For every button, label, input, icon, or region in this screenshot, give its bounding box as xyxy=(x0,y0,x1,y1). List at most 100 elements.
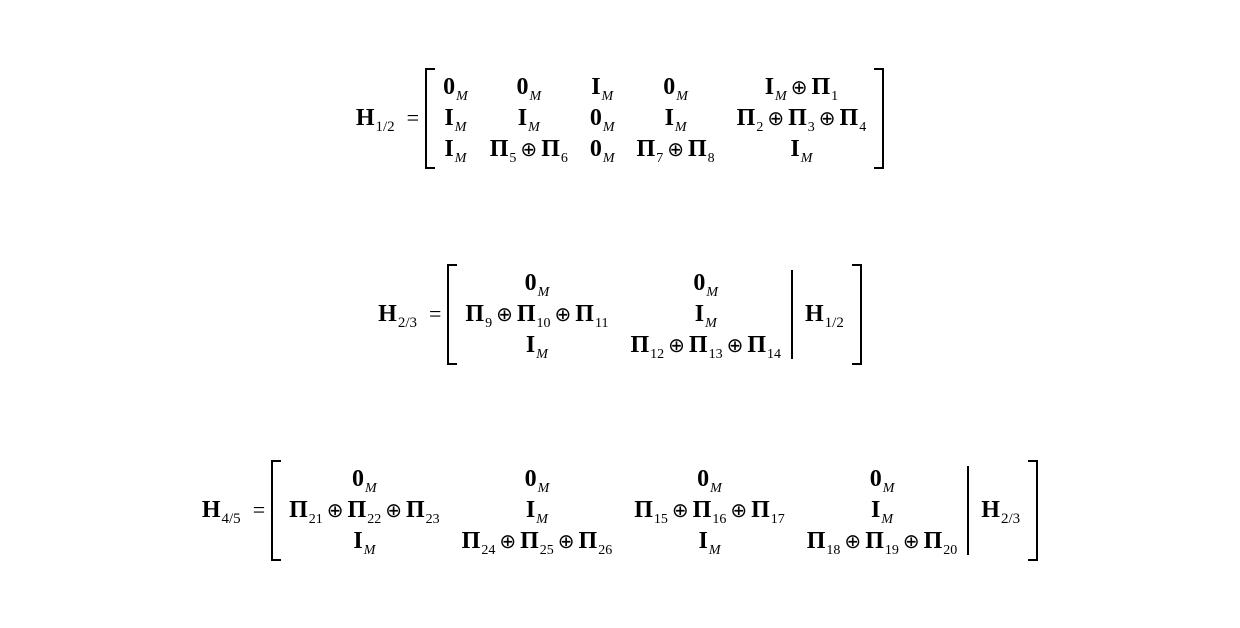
subscript-M: M xyxy=(455,120,467,136)
matrix-cell: Π12⊕Π13⊕Π14 xyxy=(630,332,781,359)
zero-symbol: 0 xyxy=(525,270,537,297)
oplus-operator: ⊕ xyxy=(791,75,808,100)
identity-symbol: I xyxy=(591,74,600,101)
subscript-M: M xyxy=(603,151,615,167)
matrix-h23: 0M0MΠ9⊕Π10⊕Π11IMIMΠ12⊕Π13⊕Π14 H 1/2 xyxy=(447,264,861,365)
equation-h12: H 1/2 = 0M0MIM0MIM⊕Π1IMIM0MIMΠ2⊕Π3⊕Π4IMΠ… xyxy=(356,68,884,169)
subscript-index: 23 xyxy=(426,512,440,528)
pi-symbol: Π xyxy=(924,528,943,555)
subscript-M: M xyxy=(801,151,813,167)
subscript-M: M xyxy=(538,285,550,301)
oplus-operator: ⊕ xyxy=(385,498,402,523)
oplus-operator: ⊕ xyxy=(327,498,344,523)
zero-symbol: 0 xyxy=(525,466,537,493)
subscript-M: M xyxy=(710,481,722,497)
subscript-M: M xyxy=(676,89,688,105)
zero-symbol: 0 xyxy=(443,74,455,101)
subscript-index: 3 xyxy=(808,120,815,136)
pi-symbol: Π xyxy=(348,497,367,524)
matrix-cell: IM xyxy=(289,528,440,555)
matrix-cell: IM xyxy=(443,105,468,132)
subscript-index: 21 xyxy=(309,512,323,528)
subscript-index: 13 xyxy=(709,347,723,363)
subscript-index: 11 xyxy=(595,316,608,332)
oplus-operator: ⊕ xyxy=(767,106,784,131)
equation-h23: H 2/3 = 0M0MΠ9⊕Π10⊕Π11IMIMΠ12⊕Π13⊕Π14 H … xyxy=(378,264,862,365)
oplus-operator: ⊕ xyxy=(730,498,747,523)
matrix-h45: 0M0M0M0MΠ21⊕Π22⊕Π23IMΠ15⊕Π16⊕Π17IMIMΠ24⊕… xyxy=(271,460,1038,561)
matrix-body: 0M0MIM0MIM⊕Π1IMIM0MIMΠ2⊕Π3⊕Π4IMΠ5⊕Π60MΠ7… xyxy=(435,68,874,169)
matrix-cell: 0M xyxy=(590,105,615,132)
identity-symbol: I xyxy=(526,332,535,359)
subscript-index: 18 xyxy=(826,543,840,559)
subscript: 1/2 xyxy=(375,119,394,136)
matrix-cell: 0M xyxy=(465,270,608,297)
subscript-M: M xyxy=(364,543,376,559)
oplus-operator: ⊕ xyxy=(819,106,836,131)
matrix-cell: 0M xyxy=(462,466,613,493)
oplus-operator: ⊕ xyxy=(496,302,513,327)
subscript-M: M xyxy=(528,120,540,136)
identity-symbol: I xyxy=(695,301,704,328)
matrix-cell: 0M xyxy=(807,466,958,493)
pi-symbol: Π xyxy=(541,136,560,163)
pi-symbol: Π xyxy=(693,497,712,524)
matrix-cell: 0M xyxy=(630,270,781,297)
matrix-grid: 0M0M0M0MΠ21⊕Π22⊕Π23IMΠ15⊕Π16⊕Π17IMIMΠ24⊕… xyxy=(289,466,957,555)
oplus-operator: ⊕ xyxy=(499,529,516,554)
oplus-operator: ⊕ xyxy=(844,529,861,554)
subscript-index: 26 xyxy=(598,543,612,559)
subscript-M: M xyxy=(705,316,717,332)
pi-symbol: Π xyxy=(289,497,308,524)
subscript-M: M xyxy=(529,89,541,105)
matrix-cell: Π5⊕Π6 xyxy=(490,136,568,163)
oplus-operator: ⊕ xyxy=(555,302,572,327)
oplus-operator: ⊕ xyxy=(668,333,685,358)
matrix-cell: IM xyxy=(490,105,568,132)
symbol-H: H xyxy=(378,301,397,328)
subscript-index: 17 xyxy=(771,512,785,528)
matrix-cell: Π18⊕Π19⊕Π20 xyxy=(807,528,958,555)
matrix-cell: IM xyxy=(634,528,785,555)
matrix-cell: Π7⊕Π8 xyxy=(637,136,715,163)
partition-line xyxy=(791,270,793,359)
matrix-cell: Π9⊕Π10⊕Π11 xyxy=(465,301,608,328)
matrix-cell: IM xyxy=(465,332,608,359)
equals-sign: = xyxy=(407,105,419,131)
subscript-index: 14 xyxy=(767,347,781,363)
pi-symbol: Π xyxy=(465,301,484,328)
augmented-block: H 1/2 xyxy=(803,270,844,359)
subscript-M: M xyxy=(456,89,468,105)
zero-symbol: 0 xyxy=(516,74,528,101)
matrix-cell: IM⊕Π1 xyxy=(737,74,867,101)
subscript: 4/5 xyxy=(222,511,241,528)
zero-symbol: 0 xyxy=(663,74,675,101)
pi-symbol: Π xyxy=(751,497,770,524)
partition-line xyxy=(967,466,969,555)
pi-symbol: Π xyxy=(807,528,826,555)
symbol-H: H xyxy=(356,105,375,132)
pi-symbol: Π xyxy=(737,105,756,132)
matrix-cell: Π24⊕Π25⊕Π26 xyxy=(462,528,613,555)
pi-symbol: Π xyxy=(575,301,594,328)
matrix-h12: 0M0MIM0MIM⊕Π1IMIM0MIMΠ2⊕Π3⊕Π4IMΠ5⊕Π60MΠ7… xyxy=(425,68,884,169)
matrix-cell: IM xyxy=(443,136,468,163)
identity-symbol: I xyxy=(698,528,707,555)
pi-symbol: Π xyxy=(634,497,653,524)
identity-symbol: I xyxy=(444,136,453,163)
subscript-index: 20 xyxy=(943,543,957,559)
subscript-index: 5 xyxy=(509,151,516,167)
symbol-H: H xyxy=(202,497,221,524)
matrix-grid: 0M0MIM0MIM⊕Π1IMIM0MIMΠ2⊕Π3⊕Π4IMΠ5⊕Π60MΠ7… xyxy=(443,74,866,163)
identity-symbol: I xyxy=(518,105,527,132)
subscript: 2/3 xyxy=(1001,511,1020,528)
bracket-right xyxy=(852,264,862,365)
pi-symbol: Π xyxy=(520,528,539,555)
subscript-M: M xyxy=(881,512,893,528)
matrix-body: 0M0MΠ9⊕Π10⊕Π11IMIMΠ12⊕Π13⊕Π14 H 1/2 xyxy=(457,264,851,365)
subscript-M: M xyxy=(536,347,548,363)
subscript-index: 19 xyxy=(885,543,899,559)
identity-symbol: I xyxy=(353,528,362,555)
subscript-M: M xyxy=(455,151,467,167)
lhs-label: H 4/5 xyxy=(202,497,241,524)
